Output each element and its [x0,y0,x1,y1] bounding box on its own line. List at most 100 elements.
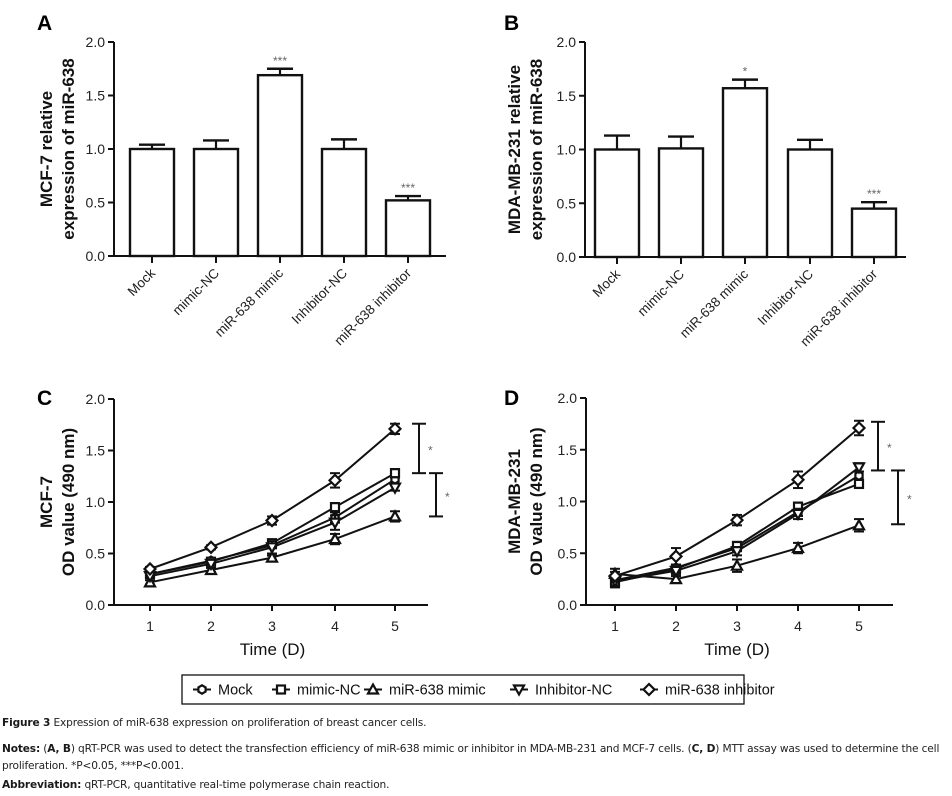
significance-label: *** [273,54,287,68]
data-point-mir-638-mimic [669,571,683,585]
bar-mir-638-mimic [256,73,304,258]
data-point-mir-638-mimic [265,550,279,563]
x-tick-label: 4 [794,618,802,634]
data-point-inhibitor-nc [852,462,866,475]
x-tick-label: 4 [331,618,339,634]
data-point-mimic-nc [389,468,401,479]
panel-a-bar-chart: 0.0 0.5 1.0 1.5 2.0 A MCF-7 relative expression… [37,12,446,348]
y-tick-label: 1.0 [558,494,578,510]
notes-text: ) MTT assay was used to determine the ce… [2,743,940,772]
y-axis-label: OD value (490 nm) [59,428,78,576]
y-tick-label: 2.0 [86,391,106,407]
y-axis-label: MDA-MB-231 relative [505,65,524,234]
panel-c-line-chart: 0.0 0.5 1.0 1.5 2.0 C MCF-7 OD value (490 nm) 1 2… [37,387,450,659]
data-point-mir-638-inhibitor [387,421,403,436]
y-tick-label: 2.0 [557,34,577,50]
legend-label-inhibitor-nc: Inhibitor-NC [535,683,612,699]
x-axis-label: Time (D) [704,640,769,659]
notes-text: ( [40,743,48,755]
data-point-mir-638-mimic [328,531,342,545]
x-tick-label: Inhibitor-NC [289,265,351,327]
data-point-mir-638-mimic [388,509,402,522]
data-point-mir-638-inhibitor [851,420,867,436]
significance-label: *** [401,181,415,195]
figure-title: Expression of miR-638 expression on prol… [50,717,427,729]
x-tick-label: 5 [855,618,863,634]
legend-marker-inhibitor-nc [512,684,526,697]
significance-label: * [887,441,892,455]
x-tick-label: 3 [268,618,276,634]
data-point-inhibitor-nc [791,508,805,522]
x-tick-label: 1 [146,618,154,634]
y-axis-label: expression of miR-638 [59,58,78,239]
y-axis-label: MCF-7 [37,476,56,528]
y-tick-label: 0.0 [557,249,577,265]
x-tick-label: 3 [733,618,741,634]
x-axis-label: Time (D) [240,640,305,659]
y-tick-label: 1.0 [557,142,577,158]
panel-letter: B [504,12,519,35]
bar-inhibitor-nc [320,147,368,258]
notes-panel-ref: A, B [47,743,71,755]
bar-mimic-nc [657,147,705,259]
data-point-mir-638-inhibitor [264,513,280,528]
panel-letter: D [504,387,519,410]
abbreviation-label: Abbreviation: [2,779,82,791]
series-line-inhibitor-nc [149,486,396,578]
bar-mock [128,147,176,258]
y-tick-label: 1.5 [557,88,577,104]
y-tick-label: 0.0 [86,597,106,613]
x-tick-label: Mock [125,265,159,299]
panel-letter: A [37,12,52,35]
x-tick-label: Inhibitor-NC [755,266,817,328]
y-tick-label: 1.5 [86,88,106,104]
x-tick-label: Mock [590,266,624,300]
x-tick-label: mimic-NC [635,266,688,319]
legend-marker-mir-638-mimic [366,682,380,695]
data-point-inhibitor-nc [730,546,744,559]
legend-marker-mimic-nc [275,684,287,695]
y-tick-label: 1.0 [86,141,106,157]
data-point-mir-638-mimic [852,518,866,531]
y-tick-label: 1.0 [86,494,106,510]
data-point-inhibitor-nc [388,482,402,495]
legend-label-mir-638-inhibitor: miR-638 inhibitor [665,683,775,699]
notes-text: ) qRT-PCR was used to detect the transfe… [70,743,692,755]
bar-mimic-nc [192,147,240,258]
significance-label: * [907,492,912,506]
figure-caption-title: Figure 3 Expression of miR-638 expressio… [2,715,948,732]
legend-marker-mir-638-inhibitor [641,682,657,697]
significance-label: *** [867,187,881,201]
bar-inhibitor-nc [786,148,834,259]
bar-mock [593,148,641,259]
y-tick-label: 1.5 [86,443,106,459]
data-point-mir-638-mimic [791,540,805,554]
abbreviation-text: qRT-PCR, quantitative real-time polymera… [81,779,390,791]
y-tick-label: 0.5 [558,545,578,561]
y-axis-label: MDA-MB-231 [505,449,524,554]
significance-label: * [743,65,748,79]
y-tick-label: 0.5 [86,546,106,562]
x-tick-label: 5 [391,618,399,634]
legend-label-mir-638-mimic: miR-638 mimic [389,683,486,699]
bar-mir-638-inhibitor [384,199,432,258]
y-tick-label: 0.5 [86,195,106,211]
x-tick-label: mimic-NC [170,265,223,318]
legend-label-mimic-nc: mimic-NC [297,683,361,699]
significance-label: * [445,490,450,504]
data-point-mir-638-inhibitor [327,473,343,488]
data-point-inhibitor-nc [265,542,279,555]
figure-caption-abbreviation: Abbreviation: qRT-PCR, quantitative real… [2,777,948,794]
figure-caption-notes: Notes: (A, B) qRT-PCR was used to detect… [2,741,948,775]
x-tick-label: miR-638 mimic [677,266,751,340]
data-point-mir-638-inhibitor [142,561,158,577]
data-point-inhibitor-nc [204,558,218,572]
significance-label: * [428,443,433,457]
y-tick-label: 0.5 [557,195,577,211]
legend-label-mock: Mock [218,683,253,699]
bar-mir-638-inhibitor [850,207,898,259]
y-tick-label: 0.0 [86,248,106,264]
y-axis-label: MCF-7 relative [37,91,56,207]
data-point-mir-638-inhibitor [790,472,806,487]
